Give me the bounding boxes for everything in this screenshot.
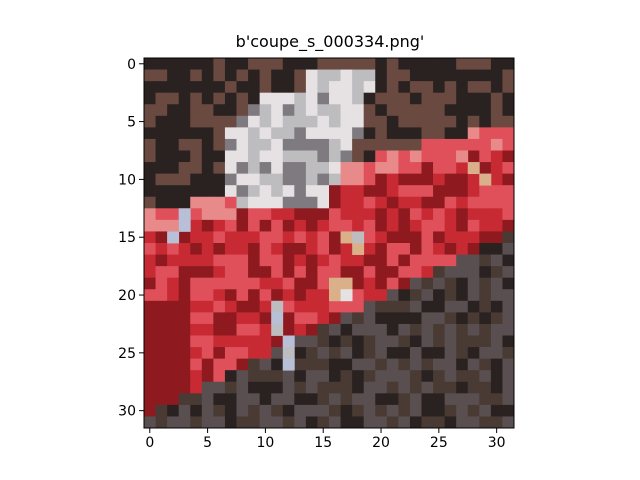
image-pixels [144, 58, 515, 429]
x-axis: 0 5 10 15 20 25 30 [145, 428, 506, 451]
x-tick-label: 15 [314, 435, 332, 451]
x-tick-label: 25 [430, 435, 448, 451]
x-tick-label: 5 [203, 435, 212, 451]
y-tick-label: 30 [118, 404, 136, 420]
y-tick-label: 5 [127, 115, 136, 131]
figure-title: b'coupe_s_000334.png' [236, 32, 425, 52]
y-tick-label: 20 [118, 288, 136, 304]
x-tick-label: 0 [145, 435, 154, 451]
x-tick-label: 10 [256, 435, 274, 451]
axes-frame [143, 57, 515, 429]
y-tick-label: 10 [118, 172, 136, 188]
y-tick-label: 25 [118, 346, 136, 362]
y-axis: 0 5 10 15 20 25 30 [118, 57, 144, 420]
x-tick-label: 20 [372, 435, 390, 451]
y-tick-label: 15 [118, 230, 136, 246]
x-tick-label: 30 [488, 435, 506, 451]
y-tick-label: 0 [127, 57, 136, 73]
